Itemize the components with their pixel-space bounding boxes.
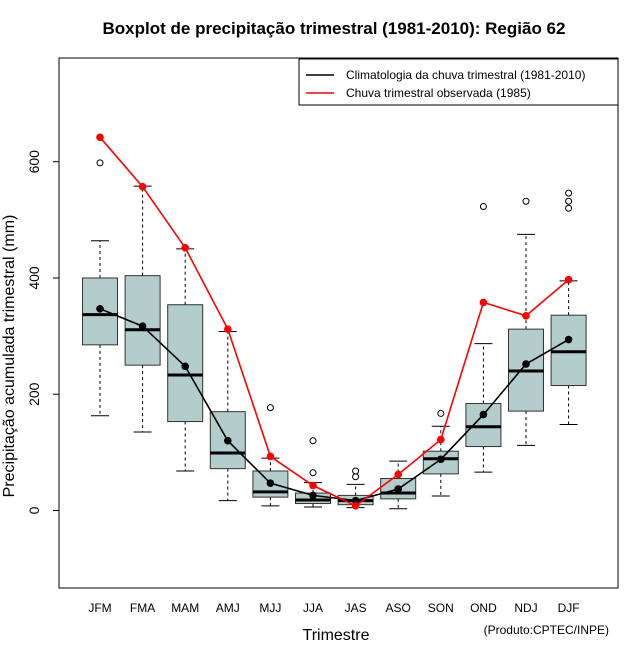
plot-frame [58,57,619,589]
climatology-point [394,485,403,493]
x-tick-label: DJF [558,601,580,615]
x-axis-label: Trimestre [303,627,370,644]
outlier-point [437,409,445,417]
legend: Climatologia da chuva trimestral (1981-2… [298,58,619,106]
observed-point [437,435,445,444]
outlier-point [309,469,317,477]
y-tick-label: 0 [26,506,42,514]
observed-point [479,298,488,307]
x-tick-label: JJA [303,601,323,615]
box-ond [465,202,502,473]
outlier-point [479,202,487,210]
box-fma [124,185,161,433]
box-body [465,403,502,448]
y-tick-label: 600 [26,150,42,174]
box-son [422,409,459,497]
outlier-point [522,197,530,205]
chart-title: Boxplot de precipitação trimestral (1981… [103,19,566,38]
climatology-point [224,436,232,445]
outlier-point [565,189,573,197]
observed-point [138,182,147,191]
observed-point [522,311,530,320]
observed-line [99,136,570,507]
x-tick-label: AMJ [216,601,240,615]
x-tick-label: OND [470,601,497,615]
observed-point [351,502,360,510]
x-tick-label: ASO [386,601,411,615]
outlier-point [309,437,317,445]
box-jfm [82,159,118,417]
box-mam [167,248,204,472]
legend-label: Climatologia da chuva trimestral (1981-2… [346,68,585,82]
y-tick-label: 200 [26,382,42,406]
outlier-point [565,197,573,205]
box-djf [550,189,587,425]
climatology-point [96,304,104,313]
outlier-point [565,204,573,212]
climatology-point [181,362,189,371]
x-tick-label: SON [428,601,454,615]
climatology-point [522,360,530,368]
x-tick-label: JFM [88,601,111,615]
y-axis-label: Precipitação acumulada trimestral (mm) [1,215,18,498]
box-ndj [508,197,544,446]
climatology-line [99,308,569,502]
x-tick-label: NDJ [514,601,537,615]
legend-label: Chuva trimestral observada (1985) [346,86,531,100]
outlier-point [352,473,360,481]
outlier-point [266,404,274,412]
box-amj [209,330,246,502]
x-tick-label: FMA [130,601,155,615]
climatology-point [138,322,147,331]
credit-text: (Produto:CPTEC/INPE) [484,623,609,637]
box-aso [380,460,417,510]
observed-point [96,133,104,142]
observed-point [224,325,232,333]
observed-point [309,481,317,490]
observed-point [564,275,573,284]
observed-point [181,243,189,252]
climatology-point [479,410,488,419]
climatology-point [351,496,360,505]
x-tick-label: MJJ [259,601,281,615]
x-tick-label: MAM [171,601,199,615]
legend-box [298,58,619,106]
observed-point [394,470,403,479]
climatology-point [437,455,445,464]
outlier-point [96,159,104,167]
y-tick-label: 400 [26,266,42,290]
climatology-point [266,479,275,487]
outlier-point [352,467,360,475]
x-tick-label: JAS [345,601,367,615]
box-body [124,275,161,366]
observed-point [266,452,275,461]
climatology-point [309,491,317,500]
climatology-point [564,335,573,344]
